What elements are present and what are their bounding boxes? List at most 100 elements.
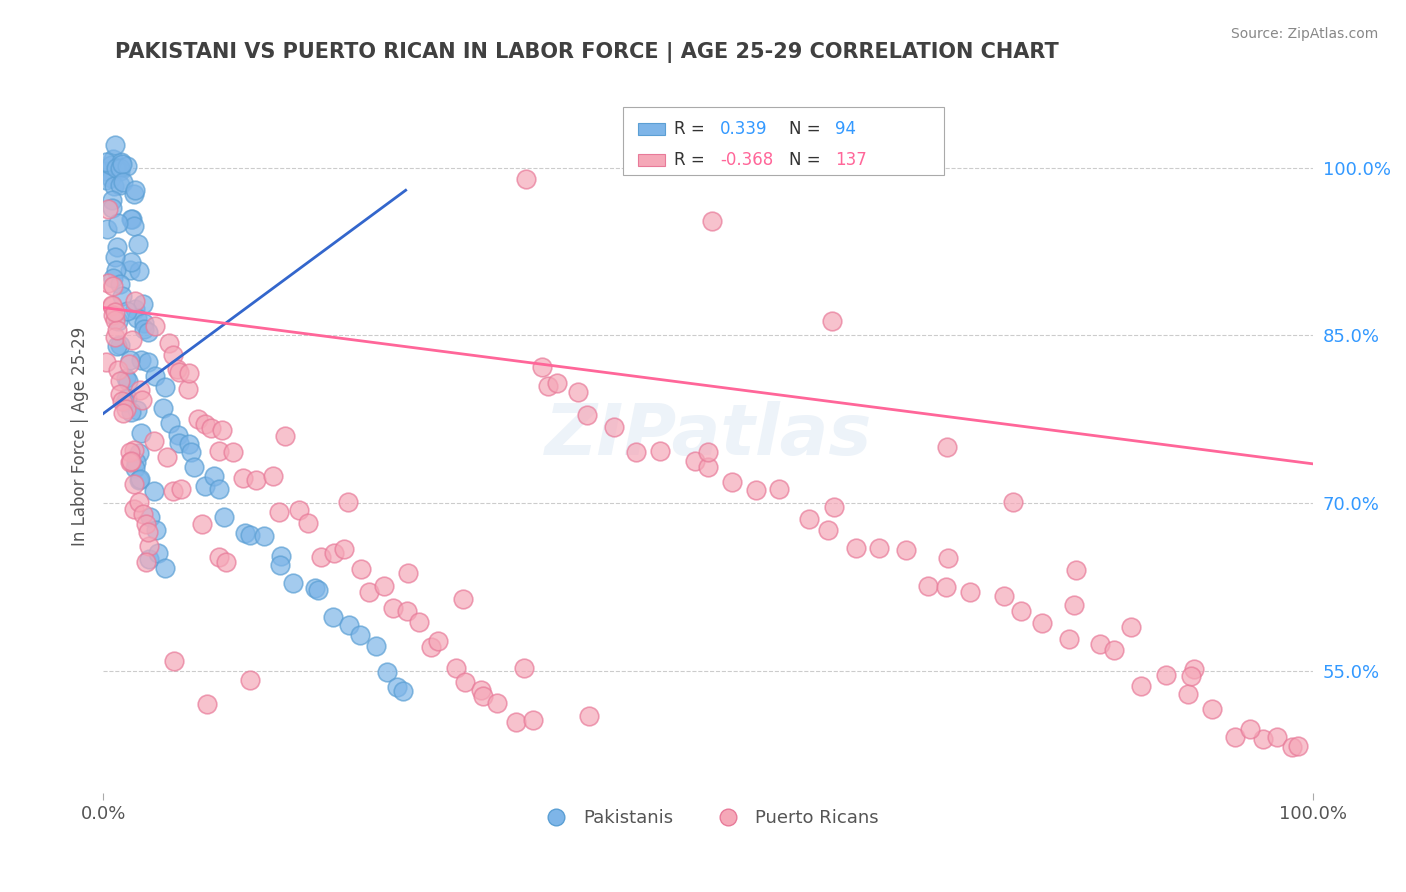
- Point: [111, 289, 134, 303]
- Point: [1154, 668, 1177, 682]
- Point: [105, 240, 128, 254]
- Point: [103, 271, 125, 285]
- Point: [104, 263, 127, 277]
- Point: [152, 401, 174, 415]
- Point: [444, 661, 467, 675]
- Point: [323, 546, 346, 560]
- Point: [94, 355, 117, 369]
- Point: [537, 379, 560, 393]
- Point: [1265, 730, 1288, 744]
- Point: [959, 585, 981, 599]
- Point: [993, 589, 1015, 603]
- Point: [96, 155, 118, 169]
- Point: [163, 654, 186, 668]
- Point: [193, 478, 215, 492]
- Point: [115, 159, 138, 173]
- Point: [208, 550, 231, 565]
- Point: [195, 698, 218, 712]
- Point: [1177, 687, 1199, 701]
- Point: [471, 689, 494, 703]
- Point: [177, 382, 200, 396]
- Point: [211, 423, 233, 437]
- Point: [136, 354, 159, 368]
- Point: [129, 426, 152, 441]
- Point: [108, 178, 131, 192]
- Point: [702, 214, 724, 228]
- Text: 0.339: 0.339: [720, 120, 768, 138]
- Point: [108, 374, 131, 388]
- Point: [124, 301, 146, 316]
- Point: [132, 508, 155, 522]
- Point: [107, 362, 129, 376]
- Point: [721, 475, 744, 490]
- Point: [135, 516, 157, 531]
- Point: [143, 368, 166, 383]
- Point: [917, 579, 939, 593]
- Point: [349, 628, 371, 642]
- FancyBboxPatch shape: [638, 122, 665, 136]
- Point: [128, 495, 150, 509]
- Point: [1286, 739, 1309, 753]
- Point: [97, 277, 120, 291]
- Point: [624, 445, 647, 459]
- Point: [108, 164, 131, 178]
- Point: [515, 172, 537, 186]
- Point: [120, 404, 142, 418]
- Point: [118, 455, 141, 469]
- Point: [115, 401, 138, 416]
- Point: [136, 525, 159, 540]
- Point: [104, 313, 127, 327]
- Text: N =: N =: [789, 151, 827, 169]
- Point: [128, 473, 150, 487]
- Point: [122, 501, 145, 516]
- Point: [245, 473, 267, 487]
- Point: [100, 170, 122, 185]
- Point: [1002, 495, 1025, 509]
- Point: [125, 455, 148, 469]
- Point: [162, 348, 184, 362]
- Point: [309, 549, 332, 564]
- Point: [1063, 598, 1085, 612]
- Point: [107, 216, 129, 230]
- Point: [1088, 637, 1111, 651]
- Point: [103, 137, 125, 152]
- Point: [128, 445, 150, 459]
- Point: [108, 338, 131, 352]
- Point: [546, 376, 568, 391]
- Point: [232, 471, 254, 485]
- Point: [274, 429, 297, 443]
- Point: [1223, 730, 1246, 744]
- Point: [120, 454, 142, 468]
- Point: [451, 591, 474, 606]
- Point: [1182, 662, 1205, 676]
- Point: [1121, 620, 1143, 634]
- Point: [101, 300, 124, 314]
- Y-axis label: In Labor Force | Age 25-29: In Labor Force | Age 25-29: [72, 326, 89, 546]
- Point: [505, 715, 527, 730]
- Text: R =: R =: [675, 151, 710, 169]
- Point: [350, 562, 373, 576]
- Point: [262, 469, 284, 483]
- Point: [935, 440, 957, 454]
- Point: [122, 219, 145, 233]
- Point: [115, 303, 138, 318]
- Point: [124, 476, 146, 491]
- Point: [208, 483, 231, 497]
- Point: [297, 516, 319, 531]
- Point: [100, 157, 122, 171]
- Point: [108, 161, 131, 175]
- Point: [1201, 702, 1223, 716]
- Point: [143, 483, 166, 498]
- Point: [768, 483, 790, 497]
- Point: [111, 394, 134, 409]
- Point: [125, 403, 148, 417]
- Text: R =: R =: [675, 120, 710, 138]
- Point: [104, 304, 127, 318]
- Point: [797, 512, 820, 526]
- Point: [138, 510, 160, 524]
- Point: [125, 311, 148, 326]
- Point: [138, 552, 160, 566]
- Point: [124, 183, 146, 197]
- Point: [269, 558, 291, 572]
- Point: [101, 152, 124, 166]
